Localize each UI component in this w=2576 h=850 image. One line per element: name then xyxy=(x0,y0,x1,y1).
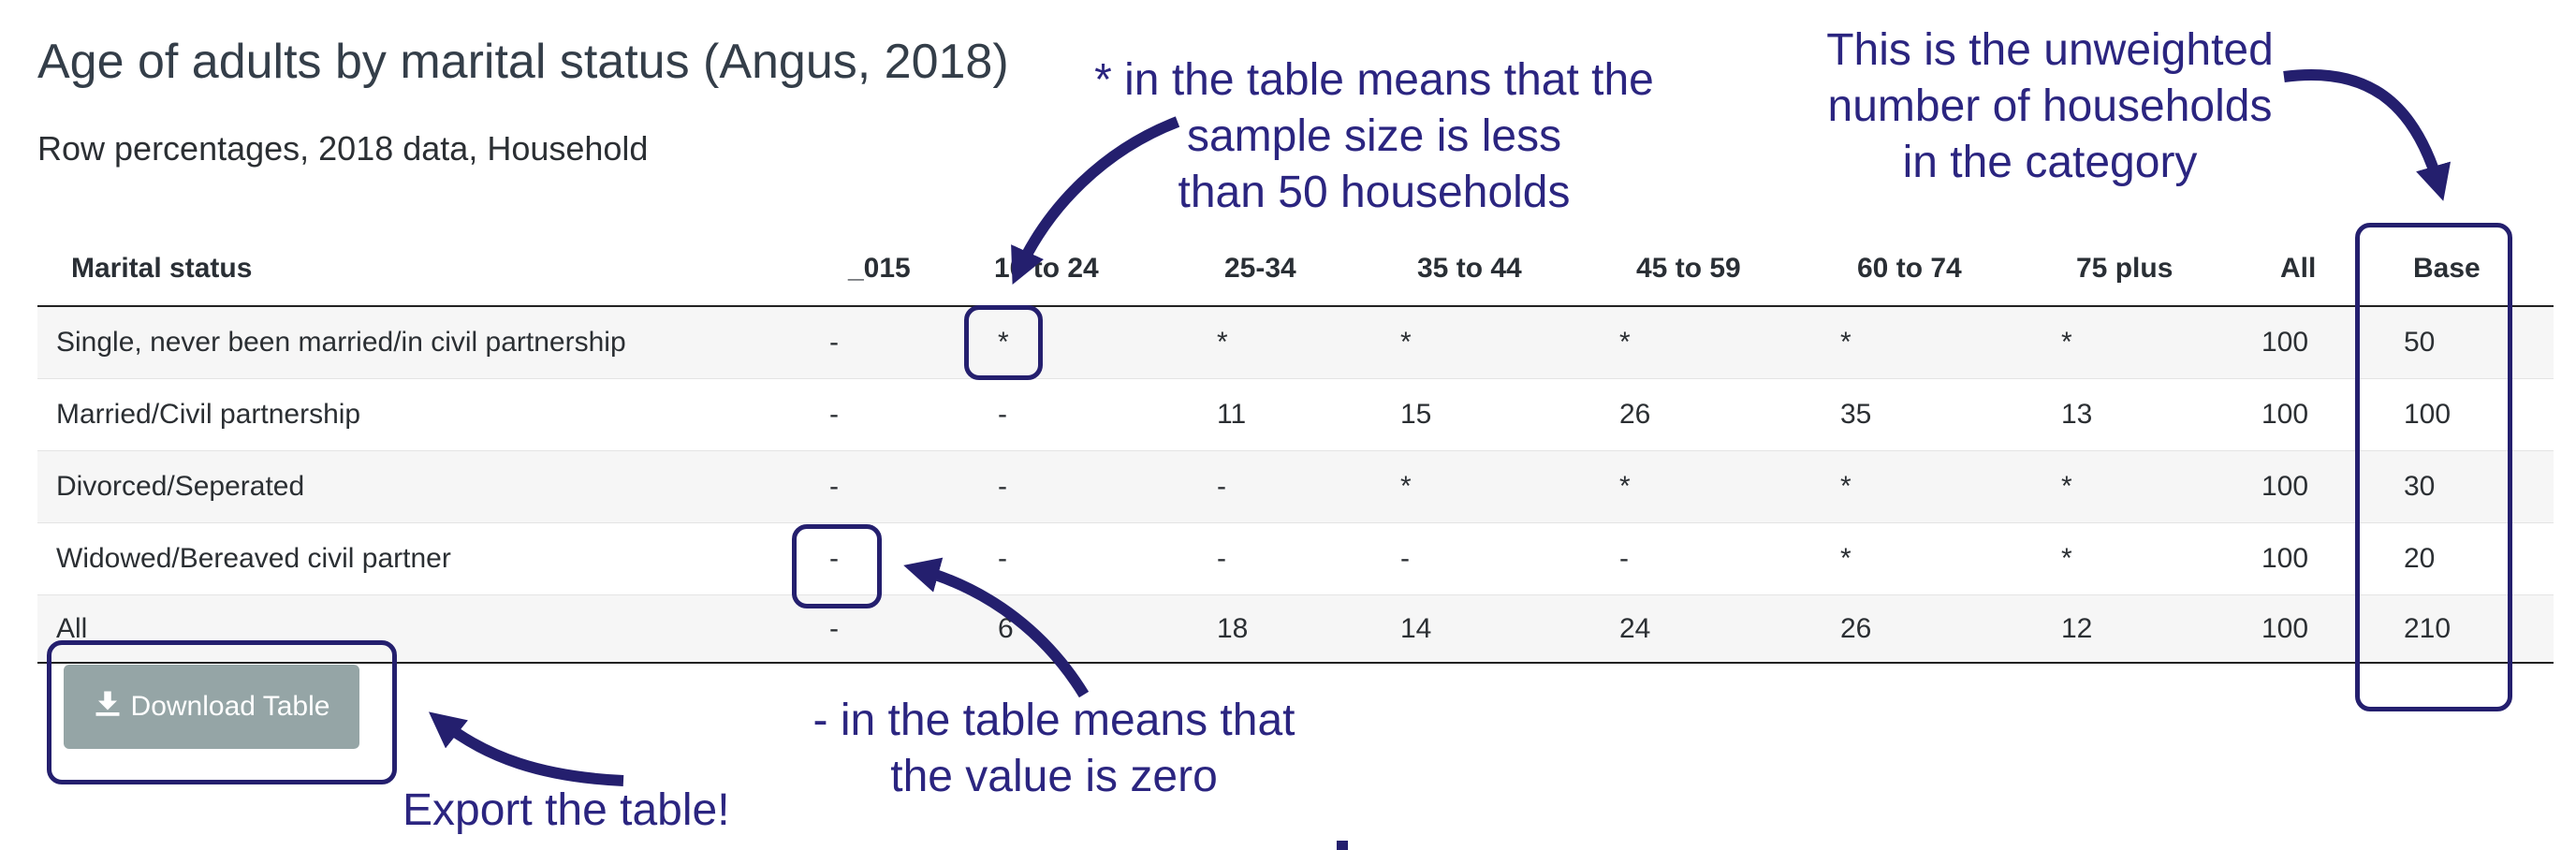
table-cell: - xyxy=(1217,471,1226,502)
table-cell: - xyxy=(998,543,1007,574)
table-row: Single, never been married/in civil part… xyxy=(37,307,2554,378)
table-cell: 50 xyxy=(2404,327,2436,358)
table-header-rule xyxy=(37,305,2554,307)
table-cell: * xyxy=(1400,327,1412,358)
table-cell: 100 xyxy=(2261,471,2309,502)
table-cell: 6 xyxy=(998,613,1014,644)
asterisk-note-line: than 50 households xyxy=(1178,168,1571,217)
table-cell: * xyxy=(1400,471,1412,502)
asterisk-note: * in the table means that the sample siz… xyxy=(1093,52,1655,221)
download-table-button[interactable]: Download Table xyxy=(64,665,359,749)
table-cell: * xyxy=(1619,327,1631,358)
base-arrow xyxy=(2283,68,2452,201)
row-divider xyxy=(37,594,2554,595)
table-cell: * xyxy=(2061,471,2072,502)
table-row: Widowed/Bereaved civil partner - - - - -… xyxy=(37,523,2554,594)
table-cell: * xyxy=(1217,327,1228,358)
table-cell: 210 xyxy=(2404,613,2452,644)
dash-note-line: the value is zero xyxy=(890,752,1218,801)
export-arrow xyxy=(429,711,624,786)
partial-mark xyxy=(1337,841,1348,850)
base-note-line: This is the unweighted xyxy=(1826,25,2274,75)
table-cell: 26 xyxy=(1840,613,1872,644)
page-title: Age of adults by marital status (Angus, … xyxy=(37,35,1009,89)
table-cell: 100 xyxy=(2261,613,2309,644)
column-header-75-plus[interactable]: 75 plus xyxy=(2076,253,2174,284)
table-cell: - xyxy=(829,399,839,430)
column-header-16-to-24[interactable]: 16 to 24 xyxy=(994,253,1099,284)
table-cell: * xyxy=(1619,471,1631,502)
download-highlight-box xyxy=(47,640,397,784)
table-cell: - xyxy=(829,543,839,574)
table-cell: 35 xyxy=(1840,399,1872,430)
base-note: This is the unweighted number of househo… xyxy=(1797,22,2303,191)
download-button-label: Download Table xyxy=(130,691,330,722)
table-row-total: All - 6 18 14 24 26 12 100 210 xyxy=(37,595,2554,662)
table-cell: 13 xyxy=(2061,399,2093,430)
table-row: Married/Civil partnership - - 11 15 26 3… xyxy=(37,379,2554,450)
dash-note: - in the table means that the value is z… xyxy=(792,693,1316,805)
table-cell: 26 xyxy=(1619,399,1651,430)
table-cell: 11 xyxy=(1217,399,1247,430)
column-header-60-to-74[interactable]: 60 to 74 xyxy=(1857,253,1962,284)
table-cell: - xyxy=(998,471,1007,502)
base-note-line: number of households xyxy=(1827,81,2273,131)
column-header-35-to-44[interactable]: 35 to 44 xyxy=(1417,253,1522,284)
table-cell: * xyxy=(2061,327,2072,358)
table-cell: - xyxy=(829,327,839,358)
row-label: Married/Civil partnership xyxy=(56,399,361,430)
table-cell: * xyxy=(1840,327,1852,358)
dash-highlight-box xyxy=(792,524,882,608)
table-cell: 100 xyxy=(2261,543,2309,574)
table-cell: 20 xyxy=(2404,543,2436,574)
column-header-015[interactable]: _015 xyxy=(848,253,911,284)
row-label: Widowed/Bereaved civil partner xyxy=(56,543,451,574)
base-column-highlight-box xyxy=(2355,223,2512,711)
table-cell: * xyxy=(998,327,1009,358)
table-cell: 12 xyxy=(2061,613,2093,644)
row-label: Single, never been married/in civil part… xyxy=(56,327,626,358)
table-cell: 100 xyxy=(2261,327,2309,358)
dash-note-line: - in the table means that xyxy=(812,696,1295,745)
table-cell: * xyxy=(1840,471,1852,502)
table-cell: - xyxy=(829,613,839,644)
column-header-base[interactable]: Base xyxy=(2413,253,2481,284)
asterisk-note-line: * in the table means that the xyxy=(1094,55,1654,105)
column-header-marital-status[interactable]: Marital status xyxy=(71,253,253,284)
table-cell: * xyxy=(1840,543,1852,574)
asterisk-note-line: sample size is less xyxy=(1186,111,1562,161)
download-icon xyxy=(94,689,122,725)
table-cell: 30 xyxy=(2404,471,2436,502)
column-header-25-34[interactable]: 25-34 xyxy=(1224,253,1296,284)
asterisk-highlight-box xyxy=(964,305,1043,380)
row-divider xyxy=(37,522,2554,523)
export-note: Export the table! xyxy=(402,785,730,835)
table-cell: 14 xyxy=(1400,613,1432,644)
base-note-line: in the category xyxy=(1902,138,2198,187)
row-label: Divorced/Seperated xyxy=(56,471,305,502)
table-cell: 24 xyxy=(1619,613,1651,644)
table-footer-rule xyxy=(37,662,2554,664)
table-cell: 100 xyxy=(2261,399,2309,430)
table-cell: - xyxy=(998,399,1007,430)
table-cell: 15 xyxy=(1400,399,1432,430)
row-divider xyxy=(37,378,2554,379)
table-cell: - xyxy=(829,471,839,502)
row-divider xyxy=(37,450,2554,451)
column-header-all[interactable]: All xyxy=(2280,253,2317,284)
table-cell: * xyxy=(2061,543,2072,574)
page-subtitle: Row percentages, 2018 data, Household xyxy=(37,129,649,168)
table-cell: 18 xyxy=(1217,613,1249,644)
table-row: Divorced/Seperated - - - * * * * 100 30 xyxy=(37,451,2554,522)
table-cell: - xyxy=(1619,543,1629,574)
table-cell: - xyxy=(1400,543,1410,574)
row-label: All xyxy=(56,613,88,644)
table-cell: - xyxy=(1217,543,1226,574)
column-header-45-to-59[interactable]: 45 to 59 xyxy=(1636,253,1741,284)
table-cell: 100 xyxy=(2404,399,2452,430)
